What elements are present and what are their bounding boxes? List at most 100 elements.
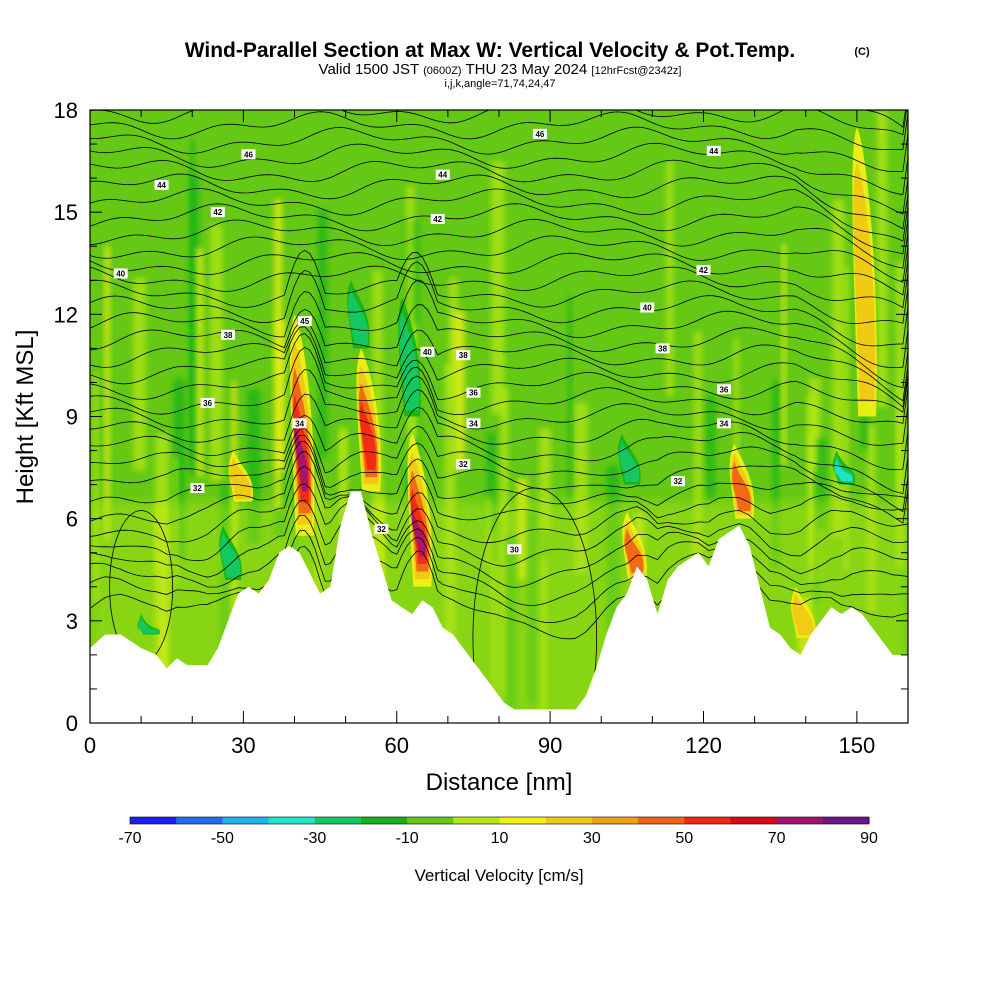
velocity-band xyxy=(104,245,110,541)
theta-contour xyxy=(90,326,908,408)
contour-label-text: 42 xyxy=(433,215,442,224)
theta-contour xyxy=(90,142,908,195)
contour-label-bg xyxy=(655,343,670,354)
contour-label: 34 xyxy=(716,418,731,429)
theta-contour xyxy=(90,265,908,309)
theta-contour xyxy=(90,369,908,446)
contour-label-text: 34 xyxy=(719,419,728,428)
contour-label: 34 xyxy=(466,418,481,429)
theta-contour xyxy=(90,173,908,230)
contour-label-bg xyxy=(435,169,450,180)
velocity-band xyxy=(196,248,204,477)
colorbar-tick-label: 50 xyxy=(675,830,693,847)
contour-label: 46 xyxy=(532,128,547,139)
velocity-band xyxy=(486,432,496,533)
velocity-band xyxy=(781,243,787,468)
contour-label: 38 xyxy=(456,350,471,361)
colorbar-swatch xyxy=(684,817,731,824)
contour-label-text: 42 xyxy=(213,208,222,217)
velocity-band xyxy=(189,174,199,475)
theta-contour xyxy=(90,529,908,624)
valid-prefix: Valid 1500 JST xyxy=(319,61,419,78)
valid-time-line: Valid 1500 JST (0600Z) THU 23 May 2024 [… xyxy=(319,61,682,78)
x-tick-label: 0 xyxy=(84,733,96,758)
velocity-band xyxy=(448,277,459,398)
colorbar xyxy=(129,816,870,825)
y-tick-label: 3 xyxy=(66,609,78,634)
contour-label-bg xyxy=(113,268,128,279)
velocity-band xyxy=(733,338,740,482)
contour-label-bg xyxy=(430,213,445,224)
contour-label-bg xyxy=(200,397,215,408)
colorbar-swatch xyxy=(545,817,593,824)
contour-label-bg xyxy=(241,149,256,160)
contour-label-bg xyxy=(706,145,721,156)
colorbar-swatch xyxy=(176,817,223,824)
colorbar-swatch xyxy=(314,817,362,824)
contour-label: 30 xyxy=(507,544,522,555)
contour-label: 46 xyxy=(241,149,256,160)
x-tick-label: 90 xyxy=(538,733,562,758)
contour-label-bg xyxy=(696,265,711,276)
theta-contour xyxy=(90,407,908,494)
contour-label: 38 xyxy=(655,343,670,354)
y-axis-label: Height [Kft MSL] xyxy=(12,330,39,505)
contour-label: 36 xyxy=(466,387,481,398)
theta-contours xyxy=(90,110,908,723)
x-axis-label: Distance [nm] xyxy=(426,769,573,796)
velocity-band xyxy=(173,379,185,561)
contour-label-text: 32 xyxy=(193,484,202,493)
contour-label-text: 38 xyxy=(658,344,667,353)
copyright-mark: (C) xyxy=(854,46,870,58)
forecast-label: [12hrFcst@2342z] xyxy=(591,65,681,77)
theta-contour xyxy=(90,440,908,506)
contour-label-bg xyxy=(466,418,481,429)
downdraft-core xyxy=(138,616,159,634)
contour-label-bg xyxy=(716,384,731,395)
theta-contour xyxy=(90,249,908,324)
velocity-band xyxy=(807,394,817,478)
velocity-band xyxy=(666,161,674,396)
colorbar-swatch xyxy=(591,817,639,824)
colorbar-swatch xyxy=(268,817,316,824)
theta-contour xyxy=(90,218,908,269)
contour-label-bg xyxy=(190,483,205,494)
contour-label-text: 42 xyxy=(699,266,708,275)
x-tick-label: 150 xyxy=(839,733,876,758)
contour-label: 32 xyxy=(456,459,471,470)
colorbar-frame xyxy=(129,816,870,825)
velocity-band xyxy=(453,311,465,472)
colorbar-tick-label: -70 xyxy=(118,830,141,847)
contour-label-text: 40 xyxy=(423,348,432,357)
theta-contour xyxy=(90,499,908,588)
contour-label-text: 40 xyxy=(116,269,125,278)
contour-label-bg xyxy=(716,418,731,429)
contour-label: 42 xyxy=(430,213,445,224)
colorbar-tick-label: -50 xyxy=(211,830,234,847)
plot-area: 46 44 42 40 38 36 34 32 45 46 44 42 40 38 36 34 32 32 30 44… xyxy=(90,110,908,723)
contour-label-bg xyxy=(456,459,471,470)
velocity-band xyxy=(491,161,505,415)
colorbar-swatch xyxy=(499,817,547,824)
contour-label-text: 36 xyxy=(203,399,212,408)
colorbar-swatch xyxy=(776,817,824,824)
valid-utc: (0600Z) xyxy=(423,65,462,77)
colorbar-swatch xyxy=(730,817,778,824)
colorbar-ticks: -70 -50 -30 -10 10 30 50 70 90 xyxy=(118,830,878,847)
terrain-mask xyxy=(90,491,908,723)
downdraft-core xyxy=(834,458,853,482)
theta-contour xyxy=(90,333,908,413)
contour-label-text: 38 xyxy=(459,351,468,360)
contour-label: 44 xyxy=(154,179,169,190)
contour-label-text: 34 xyxy=(469,419,478,428)
colorbar-swatch xyxy=(638,817,685,824)
colorbar-swatch xyxy=(360,817,408,824)
contour-label: 36 xyxy=(200,397,215,408)
contour-label: 42 xyxy=(696,265,711,276)
contour-label: 44 xyxy=(706,145,721,156)
contour-label: 34 xyxy=(292,418,307,429)
velocity-band xyxy=(209,224,223,483)
colorbar-label: Vertical Velocity [cm/s] xyxy=(414,866,583,885)
